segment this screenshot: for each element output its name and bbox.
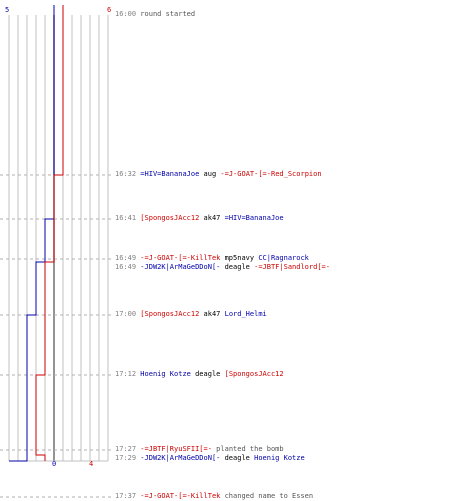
victim-name[interactable]: Lord_Helmi [224, 310, 267, 318]
event-guide-lines [0, 174, 112, 498]
event-row: 16:41 [SpongosJAcc12 ak47 =HIV=BananaJoe [115, 214, 284, 223]
victim-name[interactable]: -=JBTF|Sandlord[=- [254, 263, 330, 271]
weapon-name: ak47 [203, 214, 221, 222]
event-row: 16:49 -JDW2K|ArMaGeDDoN[- deagle -=JBTF|… [115, 263, 330, 272]
event-time: 17:27 [115, 445, 137, 453]
event-time: 17:29 [115, 454, 137, 462]
event-action: planted the bomb [216, 445, 284, 453]
actor-name[interactable]: -=JBTF|RyuSFII[=- [140, 445, 212, 453]
killer-name[interactable]: -JDW2K|ArMaGeDDoN[- [140, 454, 221, 462]
t-alive-line [35, 5, 64, 461]
event-time: 17:37 [115, 492, 137, 500]
event-time: 16:00 [115, 10, 137, 18]
killer-name[interactable]: -=J-GOAT-[=-KillTek [140, 254, 221, 262]
weapon-name: mp5navy [224, 254, 255, 262]
event-row: 17:00 [SpongosJAcc12 ak47 Lord_Helmi [115, 310, 267, 319]
team-b-start-count: 6 [107, 6, 111, 14]
event-time: 16:49 [115, 254, 137, 262]
victim-name[interactable]: CC|Ragnarock [258, 254, 309, 262]
ct-alive-line [9, 5, 55, 462]
killer-name[interactable]: -JDW2K|ArMaGeDDoN[- [140, 263, 221, 271]
event-time: 16:41 [115, 214, 137, 222]
victim-name[interactable]: [SpongosJAcc12 [224, 370, 284, 378]
weapon-name: deagle [224, 454, 250, 462]
weapon-name: ak47 [203, 310, 221, 318]
team-b-end-count: 4 [89, 460, 93, 468]
event-row: 17:29 -JDW2K|ArMaGeDDoN[- deagle Hoenig … [115, 454, 305, 463]
killer-name[interactable]: Hoenig Kotze [140, 370, 191, 378]
event-row: 17:12 Hoenig Kotze deagle [SpongosJAcc12 [115, 370, 284, 379]
event-time: 17:12 [115, 370, 137, 378]
team-a-start-count: 5 [5, 6, 9, 14]
killer-name[interactable]: =HIV=BananaJoe [140, 170, 200, 178]
weapon-name: deagle [195, 370, 221, 378]
event-row: 16:32 =HIV=BananaJoe aug -=J-GOAT-[=-Red… [115, 170, 322, 179]
event-action: changed name to Essen [224, 492, 314, 500]
event-row: 17:37 -=J-GOAT-[=-KillTek changed name t… [115, 492, 313, 501]
weapon-name: aug [203, 170, 217, 178]
victim-name[interactable]: =HIV=BananaJoe [224, 214, 284, 222]
victim-name[interactable]: Hoenig Kotze [254, 454, 305, 462]
event-row: 17:27 -=JBTF|RyuSFII[=- planted the bomb [115, 445, 284, 454]
killer-name[interactable]: [SpongosJAcc12 [140, 214, 200, 222]
team-a-end-count: 0 [52, 460, 56, 468]
weapon-name: deagle [224, 263, 250, 271]
grid-lines [8, 15, 109, 462]
actor-name[interactable]: -=J-GOAT-[=-KillTek [140, 492, 221, 500]
event-text: round started [140, 10, 196, 18]
victim-name[interactable]: -=J-GOAT-[=-Red_Scorpion [220, 170, 322, 178]
event-row: 16:00 round started [115, 10, 195, 19]
event-time: 16:32 [115, 170, 137, 178]
event-time: 17:00 [115, 310, 137, 318]
event-row: 16:49 -=J-GOAT-[=-KillTek mp5navy CC|Rag… [115, 254, 309, 263]
event-time: 16:49 [115, 263, 137, 271]
killer-name[interactable]: [SpongosJAcc12 [140, 310, 200, 318]
